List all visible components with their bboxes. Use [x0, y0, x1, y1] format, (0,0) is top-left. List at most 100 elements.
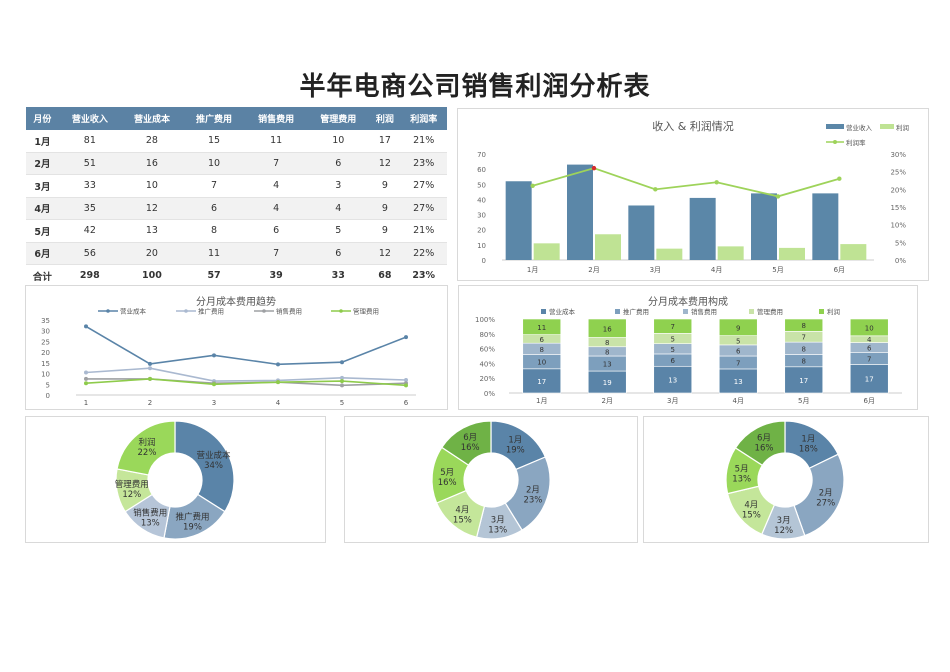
point-profit-rate [530, 183, 535, 188]
point-promo [404, 378, 408, 382]
table-cell: 8 [183, 219, 246, 243]
bar-revenue [628, 205, 655, 260]
bar-profit [717, 246, 744, 260]
bar-profit [595, 234, 621, 260]
table-cell: 6月 [26, 242, 59, 265]
slice-percent-label: 23% [523, 495, 542, 505]
table-cell: 6 [307, 152, 370, 175]
data-label-admin: 5 [671, 336, 675, 344]
table-row: 6月 56 20 11 7 6 12 22% [26, 242, 447, 265]
slice-category-label: 3月 [491, 515, 505, 525]
data-label-admin: 8 [605, 339, 609, 347]
legend-label-sales: 销售费用 [276, 307, 302, 316]
table-row: 1月 81 28 15 11 10 17 21% [26, 130, 447, 153]
slice-category-label: 6月 [463, 433, 477, 443]
point-admin [340, 379, 344, 384]
data-label-sales: 6 [867, 345, 872, 353]
slice-category-label: 利润 [138, 437, 155, 448]
data-label-profit: 7 [671, 323, 675, 331]
y-tick-label: 10 [41, 371, 50, 379]
slice-category-label: 推广费用 [175, 511, 209, 522]
legend-label-sales: 销售费用 [691, 307, 717, 316]
slice-percent-label: 15% [742, 510, 761, 520]
x-tick-label: 5 [340, 399, 344, 407]
y-tick-label: 60 [477, 166, 486, 174]
point-profit-rate [714, 180, 719, 185]
table-cell: 9 [369, 174, 401, 198]
point-profit-rate [837, 176, 842, 181]
table-cell: 56 [58, 242, 121, 265]
point-admin [148, 376, 152, 381]
x-tick-label: 6月 [864, 397, 875, 405]
y-tick-label: 60% [479, 346, 495, 354]
table-cell: 35 [58, 197, 121, 220]
stack-segment-cost [522, 368, 562, 394]
legend-swatch-promo [615, 309, 620, 314]
table-cell: 15 [183, 130, 246, 153]
legend-swatch-revenue [826, 124, 844, 129]
table-cell: 23% [400, 264, 447, 288]
profit-month-donut-panel: 1月 18% 2月 27% 3月 12% 4月 15% 5月 13% 6月 16% [643, 416, 929, 543]
stack-segment-profit [587, 318, 627, 338]
slice-category-label: 销售费用 [133, 507, 167, 518]
slice-percent-label: 12% [774, 526, 793, 536]
donut-slice [734, 420, 786, 467]
data-label-profit: 10 [865, 324, 874, 332]
table-cell: 12 [369, 242, 401, 265]
cost-trend-chart-panel: 分月成本费用趋势 0 5 10 15 20 25 30 35 1 2 3 4 5 6 营业成本 推广费用 销售费用… [25, 285, 448, 410]
table-cell: 1月 [26, 130, 59, 153]
revenue-profit-chart: 收入 & 利润情况 0 10 20 30 40 50 60 70 0% 5% 10% 15% 20% 25%… [477, 119, 909, 274]
x-tick-label: 4月 [711, 266, 722, 274]
slice-percent-label: 34% [204, 461, 223, 471]
stack-segment-profit [522, 318, 562, 335]
table-header-cell: 销售费用 [245, 107, 308, 130]
table-header-cell: 月份 [26, 107, 59, 130]
slice-percent-label: 18% [799, 445, 818, 455]
slice-category-label: 管理费用 [115, 479, 149, 490]
legend-label-revenue: 营业收入 [846, 123, 873, 132]
point-profit-rate [775, 194, 781, 199]
slice-category-label: 营业成本 [197, 450, 232, 461]
table-total-row: 合计 298 100 57 39 33 68 23% [26, 264, 447, 288]
table-row: 5月 42 13 8 6 5 9 21% [26, 219, 447, 243]
y2-tick-label: 25% [890, 169, 906, 177]
slice-percent-label: 13% [141, 518, 160, 528]
stack-segment-cost [849, 364, 889, 394]
data-label-admin: 7 [802, 334, 806, 342]
point-cost [404, 335, 408, 340]
slice-percent-label: 27% [816, 499, 835, 509]
table-cell: 6 [245, 219, 308, 243]
profit-table: 月份 营业收入 营业成本 推广费用 销售费用 管理费用 利润 利润率 1月 81 28 15 11 10… [26, 107, 447, 288]
stack-segment-profit [718, 318, 758, 336]
table-cell: 16 [120, 152, 183, 175]
point-cost [84, 324, 88, 329]
slice-category-label: 2月 [819, 489, 833, 499]
table-header-cell: 营业收入 [58, 107, 121, 130]
slice-category-label: 4月 [455, 505, 469, 515]
data-label-admin: 5 [736, 337, 740, 345]
legend-label-profit: 利润 [827, 307, 840, 316]
table-cell: 22% [400, 242, 447, 265]
legend-swatch-profit [880, 124, 894, 129]
y-tick-label: 35 [41, 317, 50, 325]
data-label-promo: 7 [736, 359, 740, 367]
legend-label-cost: 营业成本 [120, 307, 147, 316]
table-cell: 2月 [26, 152, 59, 175]
table-cell: 20 [120, 242, 183, 265]
data-label-profit: 16 [603, 325, 612, 333]
slice-category-label: 2月 [526, 485, 540, 495]
data-label-cost: 17 [865, 376, 874, 384]
table-cell: 3月 [26, 174, 59, 198]
slice-percent-label: 13% [488, 525, 507, 535]
donut-slice [504, 456, 551, 531]
data-label-cost: 17 [537, 378, 546, 386]
x-tick-label: 2 [148, 399, 152, 407]
bar-revenue [505, 181, 532, 260]
legend-marker-rate [833, 140, 837, 144]
x-tick-label: 2月 [588, 266, 599, 274]
y2-tick-label: 20% [890, 186, 906, 194]
point-promo [340, 375, 344, 380]
